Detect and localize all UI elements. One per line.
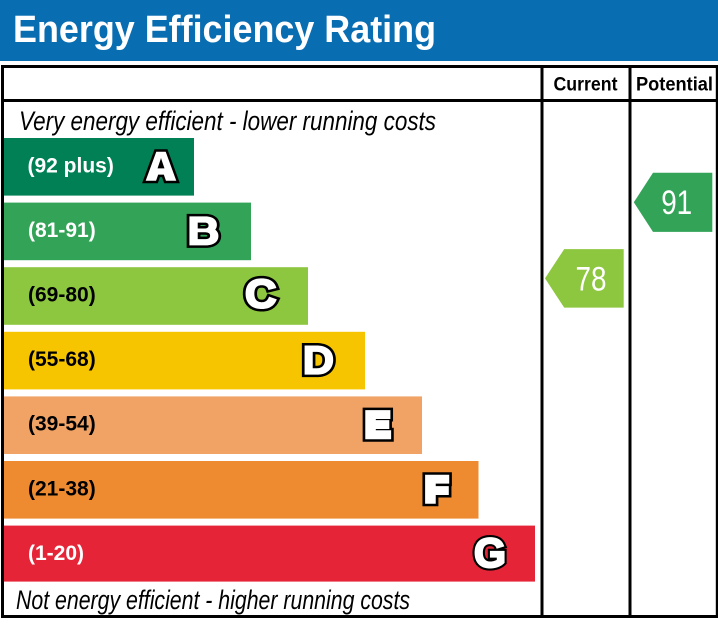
svg-text:Very energy efficient - lower: Very energy efficient - lower running co… [19, 106, 436, 136]
svg-text:(81-91): (81-91) [28, 219, 96, 242]
svg-text:Not energy efficient - higher: Not energy efficient - higher running co… [16, 585, 410, 615]
svg-text:(92 plus): (92 plus) [28, 154, 114, 177]
svg-text:78: 78 [576, 260, 607, 298]
svg-text:(69-80): (69-80) [28, 284, 96, 307]
svg-text:(55-68): (55-68) [28, 348, 96, 371]
svg-text:(21-38): (21-38) [28, 477, 96, 500]
svg-text:(39-54): (39-54) [28, 413, 96, 436]
svg-text:Current: Current [554, 74, 618, 96]
svg-text:Potential: Potential [636, 74, 713, 96]
svg-text:(1-20): (1-20) [28, 542, 84, 565]
svg-text:Energy Efficiency Rating: Energy Efficiency Rating [13, 9, 436, 51]
svg-text:91: 91 [661, 184, 692, 222]
